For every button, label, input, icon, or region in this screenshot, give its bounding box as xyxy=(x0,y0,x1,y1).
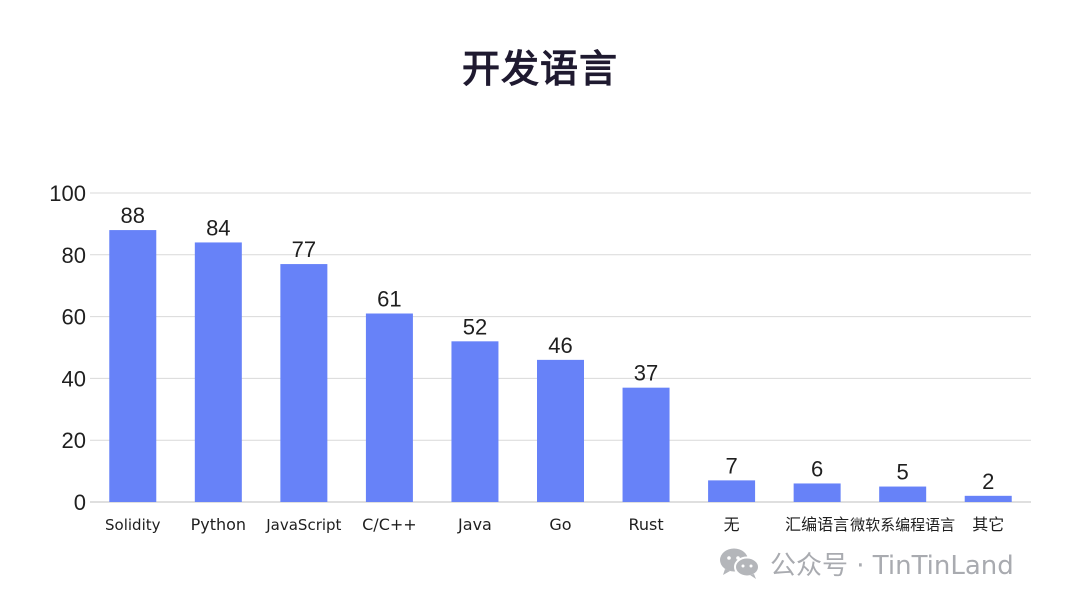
data-label: 84 xyxy=(206,215,230,240)
bar-4 xyxy=(451,341,499,502)
x-tick-label: Rust xyxy=(628,515,663,534)
x-tick-label: Java xyxy=(457,515,492,534)
y-tick-label: 100 xyxy=(49,181,86,206)
data-label: 5 xyxy=(897,460,909,485)
watermark-text: 公众号 · TinTinLand xyxy=(770,550,1014,581)
bar-2 xyxy=(280,264,328,502)
y-tick-label: 20 xyxy=(62,428,86,453)
y-tick-label: 40 xyxy=(62,366,86,391)
chart-title: 开发语言 xyxy=(461,47,618,91)
y-tick-label: 80 xyxy=(62,243,86,268)
bar-10 xyxy=(964,495,1012,502)
data-label: 77 xyxy=(292,237,316,262)
y-tick-label: 60 xyxy=(62,305,86,330)
bar-9 xyxy=(879,486,927,502)
bar-3 xyxy=(365,313,413,502)
x-tick-label: 无 xyxy=(724,515,740,534)
x-tick-label: 汇编语言 xyxy=(785,515,849,534)
bar-0 xyxy=(109,230,157,502)
data-label: 7 xyxy=(725,453,737,478)
watermark: 公众号 · TinTinLand xyxy=(718,545,1014,581)
wechat-icon xyxy=(720,548,760,579)
y-axis-ticks: 0 20 40 60 80 100 xyxy=(49,181,86,515)
bars xyxy=(109,230,1012,502)
x-tick-label: 微软系编程语言 xyxy=(850,516,955,534)
bar-6 xyxy=(622,387,670,502)
x-tick-label: C/C++ xyxy=(362,515,417,534)
x-axis-ticks: Solidity Python JavaScript C/C++ Java Go Rust 无… xyxy=(105,515,1004,534)
x-tick-label: Solidity xyxy=(105,516,161,534)
data-label: 88 xyxy=(121,203,145,228)
x-tick-label: Go xyxy=(549,515,571,534)
bar-8 xyxy=(793,483,841,502)
x-tick-label: JavaScript xyxy=(265,516,341,534)
data-label: 37 xyxy=(634,361,658,386)
bar-1 xyxy=(194,242,242,502)
bar-5 xyxy=(537,359,584,502)
data-label: 52 xyxy=(463,314,487,339)
x-tick-label: 其它 xyxy=(972,515,1004,534)
bar-7 xyxy=(708,480,756,502)
data-label: 61 xyxy=(377,287,401,312)
x-tick-label: Python xyxy=(191,515,246,534)
data-label: 6 xyxy=(811,456,823,481)
y-tick-label: 0 xyxy=(74,490,86,515)
data-label: 2 xyxy=(982,469,994,494)
data-label: 46 xyxy=(548,333,572,358)
